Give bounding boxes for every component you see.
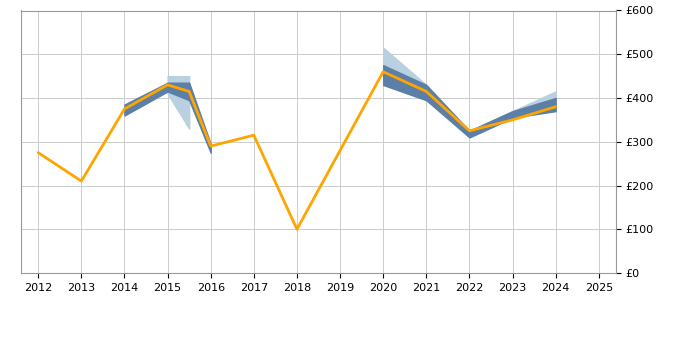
Legend: Median, 25th to 75th Percentile Range, 10th to 90th Percentile Range: Median, 25th to 75th Percentile Range, 1…: [34, 348, 520, 350]
